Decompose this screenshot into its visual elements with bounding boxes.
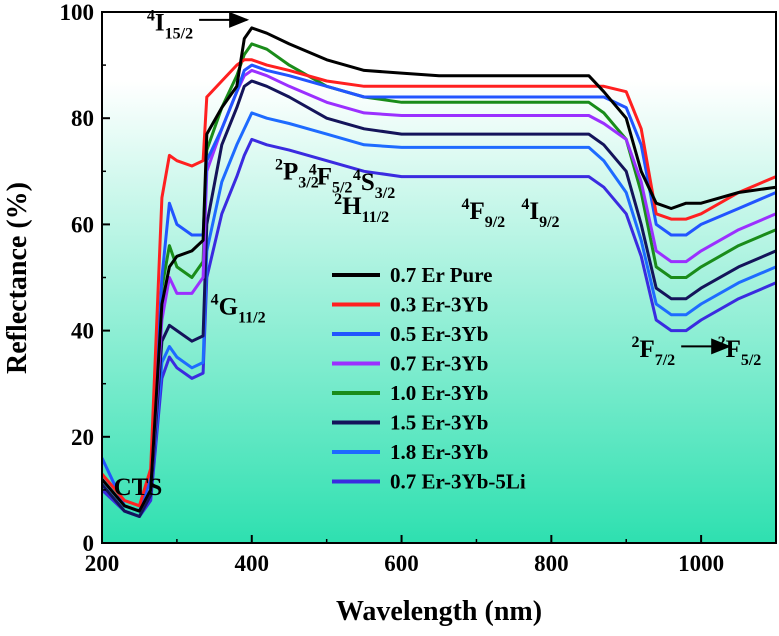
- transition-label: 4F9/2: [461, 196, 505, 231]
- transition-label: 4G11/2: [211, 292, 266, 327]
- series-line-7: [102, 137, 776, 518]
- legend: 0.7 Er Pure 0.3 Er-3Yb 0.5 Er-3Yb 0.7 Er-3Y…: [332, 263, 526, 494]
- transition-label: 2H11/2: [334, 191, 389, 226]
- transition-label: 4S3/2: [353, 167, 395, 202]
- legend-label: 1.8 Er-3Yb: [390, 440, 488, 464]
- x-tick-label: 1000: [678, 551, 724, 576]
- series-line-1: [102, 58, 776, 508]
- transition-label: 2P3/2: [275, 156, 319, 191]
- legend-label: 0.5 Er-3Yb: [390, 322, 488, 346]
- x-axis-title: Wavelength (nm): [336, 596, 542, 627]
- x-tick-label: 800: [534, 551, 569, 576]
- transition-label: 2F7/2: [631, 334, 675, 369]
- legend-label: 1.0 Er-3Yb: [390, 381, 488, 405]
- transition-label: 4F5/2: [309, 162, 353, 197]
- cts-label: CTS: [114, 474, 163, 501]
- plot-background: [102, 12, 776, 543]
- x-tick-label: 600: [384, 551, 419, 576]
- series-line-5: [102, 79, 776, 518]
- transition-label: 2F5/2: [718, 334, 762, 369]
- y-tick-label: 20: [71, 425, 94, 450]
- x-tick-label: 400: [235, 551, 270, 576]
- y-tick-label: 40: [71, 319, 94, 344]
- legend-label: 0.7 Er Pure: [390, 263, 492, 287]
- y-tick-label: 80: [71, 106, 94, 131]
- series-line-3: [102, 68, 776, 513]
- legend-label: 0.3 Er-3Yb: [390, 293, 488, 317]
- series-line-0: [102, 26, 776, 513]
- legend-label: 0.7 Er-3Yb-5Li: [390, 470, 526, 494]
- y-tick-label: 60: [71, 212, 94, 237]
- y-tick-label: 100: [60, 0, 95, 25]
- legend-label: 1.5 Er-3Yb: [390, 411, 488, 435]
- y-tick-label: 0: [83, 531, 95, 556]
- transition-label: 4I9/2: [521, 196, 559, 231]
- y-axis-title: Reflectance (%): [2, 182, 33, 374]
- series-layer: [102, 26, 776, 518]
- ticks-layer: 200 400 600 800 1000 0 20 40 60 80 100: [60, 0, 725, 576]
- legend-label: 0.7 Er-3Yb: [390, 352, 488, 376]
- transition-label: 4I15/2: [147, 8, 193, 43]
- x-tick-label: 200: [85, 551, 120, 576]
- series-line-6: [102, 111, 776, 518]
